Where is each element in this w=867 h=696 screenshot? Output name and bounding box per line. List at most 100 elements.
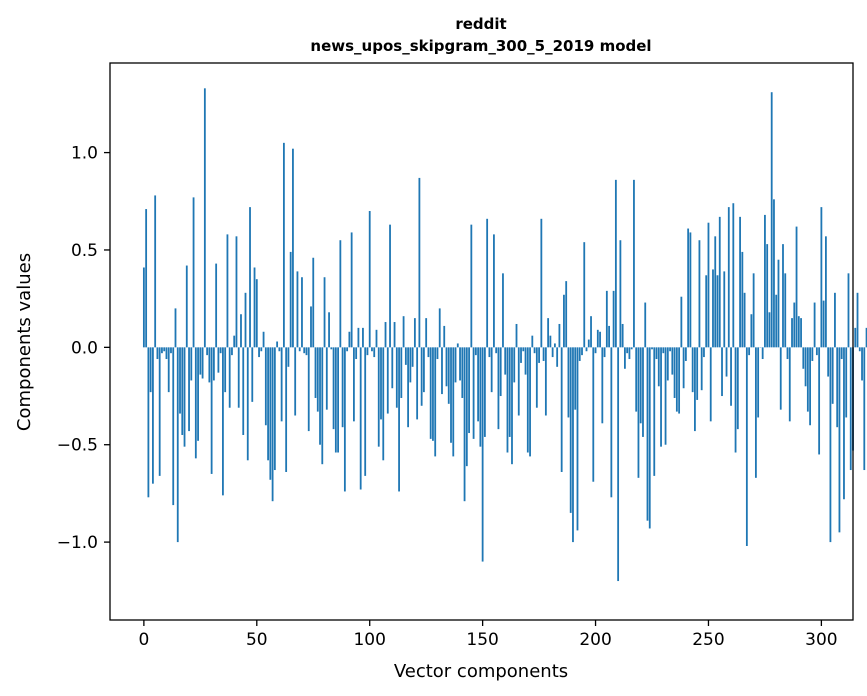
- bar-211: [619, 240, 622, 348]
- y-tick-label-0.5: 0.5: [71, 241, 98, 261]
- bar-187: [565, 281, 568, 348]
- bar-291: [800, 318, 802, 348]
- y-axis-label: Components values: [14, 253, 35, 431]
- bar-29: [208, 347, 211, 383]
- bar-57: [271, 347, 274, 502]
- bar-272: [757, 347, 760, 418]
- bar-318: [861, 347, 863, 381]
- bar-58: [273, 347, 276, 471]
- bar-53: [262, 331, 265, 348]
- bar-276: [766, 244, 769, 348]
- bar-152: [486, 218, 489, 348]
- bar-66: [292, 148, 294, 348]
- bar-295: [809, 347, 811, 426]
- bar-249: [705, 275, 708, 348]
- bar-205: [605, 290, 608, 348]
- bar-55: [267, 347, 269, 461]
- bar-294: [806, 347, 809, 412]
- bar-140: [459, 347, 461, 381]
- bar-61: [280, 347, 283, 422]
- bar-47: [249, 207, 251, 348]
- bar-287: [791, 318, 793, 348]
- bar-214: [626, 347, 629, 354]
- bar-34: [219, 347, 222, 354]
- bar-180: [549, 335, 552, 348]
- bar-309: [840, 347, 843, 360]
- bar-158: [499, 347, 502, 397]
- bar-257: [723, 271, 726, 348]
- bar-1: [145, 209, 148, 348]
- bar-101: [371, 347, 373, 352]
- bar-51: [258, 347, 260, 358]
- bar-161: [506, 347, 509, 453]
- bar-100: [368, 211, 371, 348]
- bar-139: [456, 343, 459, 348]
- bar-179: [547, 318, 550, 348]
- bar-282: [779, 347, 782, 410]
- bar-112: [395, 347, 398, 408]
- bar-81: [325, 347, 328, 410]
- bars-group: [142, 88, 867, 582]
- bar-229: [660, 347, 662, 447]
- bar-284: [784, 273, 787, 348]
- bar-308: [838, 347, 841, 533]
- bar-25: [199, 347, 202, 375]
- bar-275: [764, 214, 766, 348]
- bar-202: [599, 331, 601, 348]
- bar-89: [343, 347, 346, 492]
- bar-127: [429, 347, 432, 439]
- bar-59: [276, 341, 279, 348]
- bar-269: [750, 314, 753, 348]
- bar-113: [398, 347, 400, 492]
- bar-165: [515, 323, 518, 348]
- bar-41: [235, 236, 238, 348]
- bar-63: [285, 347, 288, 472]
- bar-20: [188, 347, 190, 432]
- bar-68: [296, 271, 299, 348]
- bar-279: [773, 199, 775, 348]
- bar-143: [465, 347, 468, 467]
- bar-239: [682, 347, 685, 389]
- bar-170: [526, 347, 529, 453]
- bar-319: [863, 347, 866, 471]
- bar-264: [739, 216, 741, 348]
- bar-201: [596, 329, 599, 348]
- bar-253: [714, 236, 717, 348]
- bar-297: [813, 302, 816, 348]
- bar-92: [350, 232, 353, 348]
- bar-312: [847, 273, 850, 348]
- bar-43: [240, 314, 242, 348]
- bar-268: [748, 347, 751, 356]
- bar-283: [782, 244, 784, 348]
- bar-98: [364, 347, 367, 476]
- bar-197: [587, 339, 590, 348]
- bar-247: [700, 347, 703, 391]
- bar-4: [152, 347, 154, 484]
- x-tick-label-250: 250: [692, 630, 724, 650]
- bar-313: [849, 347, 852, 471]
- bar-316: [856, 292, 859, 348]
- bar-300: [820, 207, 823, 348]
- bar-173: [533, 347, 536, 354]
- bar-320: [865, 327, 867, 348]
- bar-16: [179, 347, 181, 414]
- bar-14: [174, 308, 177, 348]
- x-tick-label-50: 50: [246, 630, 268, 650]
- bar-192: [576, 347, 579, 531]
- bar-130: [436, 347, 439, 360]
- bar-182: [553, 343, 556, 348]
- x-axis-label: Vector components: [394, 661, 568, 682]
- bar-148: [477, 347, 480, 422]
- bar-213: [624, 347, 626, 369]
- bar-198: [590, 316, 592, 348]
- bar-114: [400, 347, 403, 398]
- bar-141: [461, 347, 464, 398]
- y-tick-label-0: 0.0: [71, 338, 98, 358]
- bar-293: [804, 347, 807, 387]
- bar-298: [815, 347, 818, 356]
- bar-217: [633, 179, 635, 348]
- bar-137: [452, 347, 455, 457]
- x-tick-label-200: 200: [579, 630, 611, 650]
- bar-151: [483, 347, 486, 437]
- bar-126: [427, 347, 430, 358]
